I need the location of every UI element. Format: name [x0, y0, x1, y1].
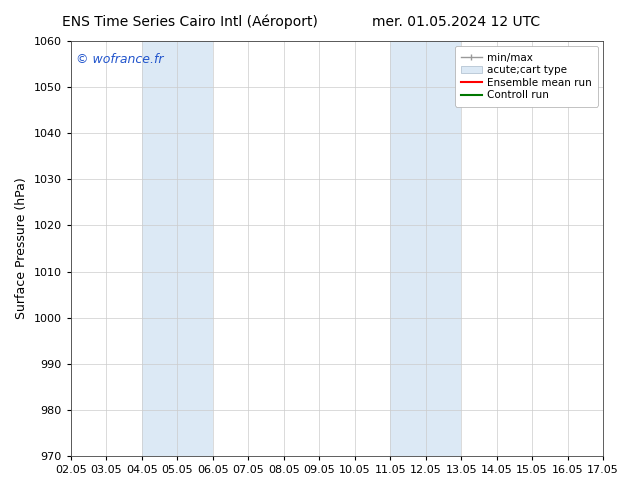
Text: © wofrance.fr: © wofrance.fr — [76, 53, 164, 67]
Bar — [390, 41, 461, 456]
Y-axis label: Surface Pressure (hPa): Surface Pressure (hPa) — [15, 178, 28, 319]
Text: ENS Time Series Cairo Intl (Aéroport): ENS Time Series Cairo Intl (Aéroport) — [62, 15, 318, 29]
Bar — [141, 41, 212, 456]
Legend: min/max, acute;cart type, Ensemble mean run, Controll run: min/max, acute;cart type, Ensemble mean … — [455, 46, 598, 106]
Text: mer. 01.05.2024 12 UTC: mer. 01.05.2024 12 UTC — [372, 15, 541, 29]
